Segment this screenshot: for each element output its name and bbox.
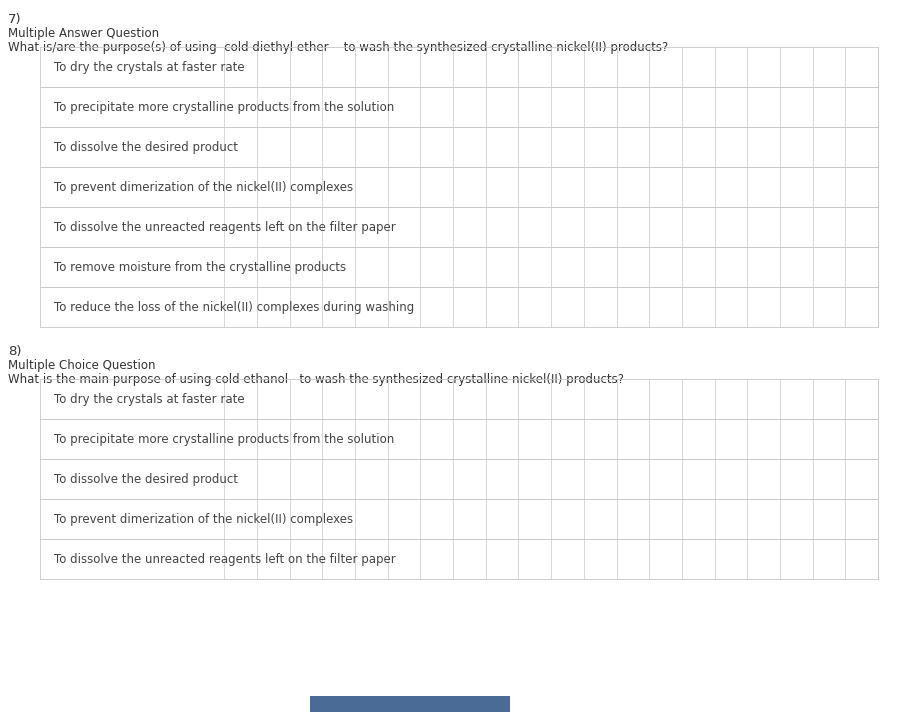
- Text: To remove moisture from the crystalline products: To remove moisture from the crystalline …: [54, 260, 346, 274]
- Text: To precipitate more crystalline products from the solution: To precipitate more crystalline products…: [54, 101, 394, 113]
- Bar: [40, 167, 878, 207]
- Text: To prevent dimerization of the nickel(II) complexes: To prevent dimerization of the nickel(II…: [54, 513, 353, 525]
- Text: To dissolve the unreacted reagents left on the filter paper: To dissolve the unreacted reagents left …: [54, 553, 396, 565]
- Text: To dissolve the desired product: To dissolve the desired product: [54, 473, 238, 486]
- Text: 8): 8): [8, 345, 21, 358]
- Bar: [40, 87, 878, 127]
- Text: To dissolve the unreacted reagents left on the filter paper: To dissolve the unreacted reagents left …: [54, 220, 396, 233]
- Text: To prevent dimerization of the nickel(II) complexes: To prevent dimerization of the nickel(II…: [54, 180, 353, 193]
- Text: Multiple Choice Question: Multiple Choice Question: [8, 359, 155, 372]
- Bar: [40, 539, 878, 579]
- Text: To dry the crystals at faster rate: To dry the crystals at faster rate: [54, 61, 244, 73]
- Bar: [40, 379, 878, 419]
- Bar: [310, 696, 510, 712]
- Text: What is/are the purpose(s) of using  cold diethyl ether    to wash the synthesiz: What is/are the purpose(s) of using cold…: [8, 41, 668, 54]
- Bar: [40, 287, 878, 327]
- Bar: [40, 247, 878, 287]
- Bar: [40, 207, 878, 247]
- Text: To reduce the loss of the nickel(II) complexes during washing: To reduce the loss of the nickel(II) com…: [54, 300, 414, 314]
- Bar: [40, 127, 878, 167]
- Bar: [40, 47, 878, 87]
- Text: What is the main purpose of using cold ethanol   to wash the synthesized crystal: What is the main purpose of using cold e…: [8, 373, 624, 386]
- Text: To dry the crystals at faster rate: To dry the crystals at faster rate: [54, 392, 244, 406]
- Text: Multiple Answer Question: Multiple Answer Question: [8, 27, 159, 40]
- Text: 7): 7): [8, 13, 22, 26]
- Bar: [40, 499, 878, 539]
- Text: To dissolve the desired product: To dissolve the desired product: [54, 140, 238, 153]
- Bar: [40, 459, 878, 499]
- Bar: [40, 419, 878, 459]
- Text: To precipitate more crystalline products from the solution: To precipitate more crystalline products…: [54, 433, 394, 446]
